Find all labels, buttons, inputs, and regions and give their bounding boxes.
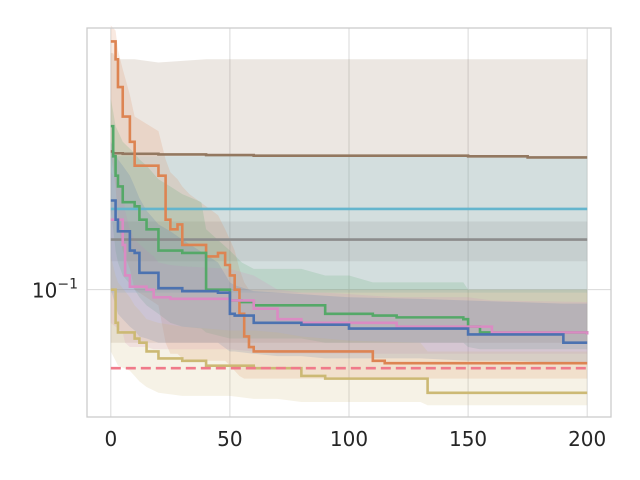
confidence-band-4 <box>110 98 588 350</box>
series-line-0 <box>110 150 588 159</box>
series-line-3 <box>110 40 588 365</box>
series-lines <box>110 40 589 395</box>
confidence-bands <box>110 25 588 406</box>
confidence-band-2 <box>110 221 588 262</box>
series-line-6 <box>110 199 588 345</box>
series-line-4 <box>110 124 589 335</box>
confidence-band-1 <box>110 156 588 293</box>
y-tick-labels: 10−1 <box>32 277 78 303</box>
plot-frame <box>86 27 612 418</box>
x-tick-label: 150 <box>449 427 487 451</box>
grid-lines <box>87 28 611 417</box>
confidence-band-7 <box>110 256 588 406</box>
series-line-7 <box>110 288 588 395</box>
x-tick-label: 0 <box>104 427 117 451</box>
x-tick-label: 100 <box>330 427 368 451</box>
x-tick-labels: 0 50 100 150 200 <box>104 427 606 451</box>
x-tick-label: 200 <box>568 427 606 451</box>
x-tick-label: 50 <box>217 427 242 451</box>
y-tick-label: 10−1 <box>32 277 78 303</box>
